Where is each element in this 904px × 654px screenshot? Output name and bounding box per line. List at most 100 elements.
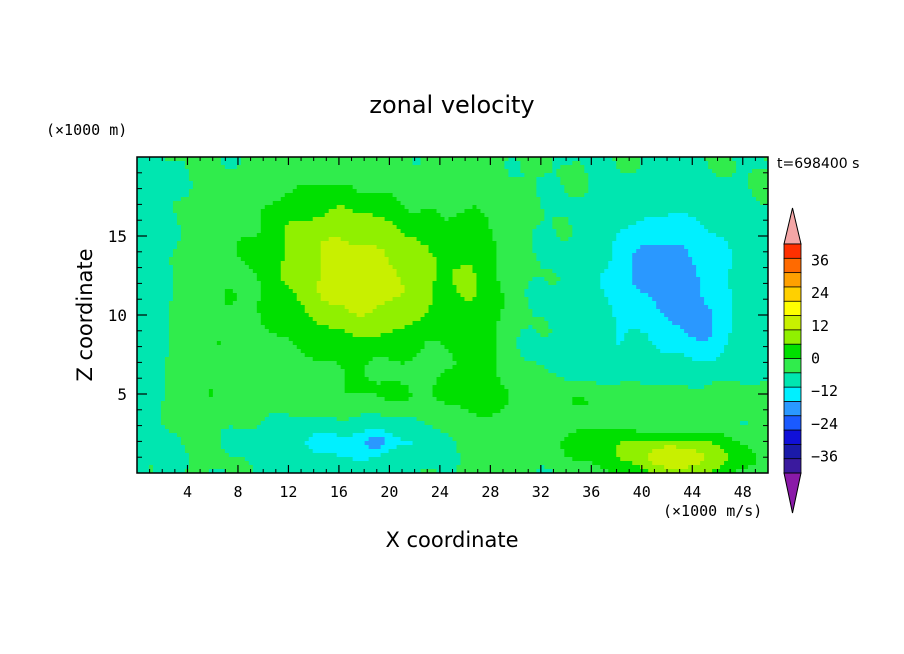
field-cell [364,209,370,214]
field-cell [708,225,713,230]
field-cell [312,173,318,178]
field-cell [216,281,222,286]
field-cell [460,257,466,262]
field-cell [396,257,402,262]
field-cell [584,201,589,206]
field-cell [324,245,330,250]
field-cell [332,261,338,266]
field-cell [244,205,250,210]
field-cell [584,241,589,246]
field-cell [488,281,494,286]
field-cell [624,273,629,278]
field-cell [288,229,294,234]
field-cell [304,245,310,250]
field-cell [196,201,202,206]
field-cell [596,269,601,274]
field-cell [188,205,194,210]
field-cell [672,233,677,238]
field-cell [192,237,198,242]
field-cell [672,157,677,162]
field-cell [464,189,470,194]
field-cell [564,165,569,170]
field-cell [344,173,350,178]
field-cell [536,165,541,170]
field-cell [444,269,450,274]
field-cell [496,229,502,234]
field-cell [376,173,382,178]
field-cell [260,189,266,194]
field-cell [180,217,186,222]
field-cell [508,157,513,162]
field-cell [712,249,717,254]
field-cell [364,229,370,234]
field-cell [592,173,597,178]
field-cell [408,261,414,266]
field-cell [336,273,342,278]
field-cell [452,265,458,270]
field-cell [548,217,553,222]
field-cell [600,181,605,186]
field-cell [668,261,673,266]
field-cell [236,217,242,222]
field-cell [160,245,166,250]
field-cell [600,277,605,282]
field-cell [680,229,685,234]
field-cell [220,257,226,262]
field-cell [276,181,282,186]
field-cell [220,213,226,218]
field-cell [344,217,350,222]
field-cell [404,161,410,166]
field-cell [200,173,206,178]
field-cell [184,257,190,262]
field-cell [660,157,665,162]
field-cell [196,193,202,198]
field-cell [356,249,362,254]
field-cell [732,181,737,186]
field-cell [480,201,486,206]
field-cell [472,221,478,226]
field-cell [180,197,186,202]
field-cell [764,169,768,174]
field-cell [648,233,653,238]
field-cell [468,257,474,262]
field-cell [356,169,362,174]
field-cell [196,205,202,210]
field-cell [144,181,150,186]
field-cell [764,233,768,238]
field-cell [688,197,693,202]
field-cell [276,221,282,226]
field-cell [700,181,705,186]
field-cell [732,229,737,234]
field-cell [712,157,717,162]
field-cell [744,265,749,270]
field-cell [424,173,430,178]
field-cell [736,261,741,266]
field-cell [236,157,242,162]
field-cell [180,265,186,270]
field-cell [500,241,506,246]
field-cell [456,281,462,286]
field-cell [252,217,258,222]
field-cell [324,277,330,282]
field-cell [408,277,414,282]
field-cell [724,277,729,282]
field-cell [732,221,737,226]
field-cell [512,221,517,226]
field-cell [476,229,482,234]
field-cell [356,181,362,186]
field-cell [736,217,741,222]
field-cell [144,157,150,162]
field-cell [168,281,174,286]
field-cell [204,209,210,214]
field-cell [616,185,621,190]
field-cell [588,269,593,274]
field-cell [652,237,657,242]
field-cell [716,177,721,182]
field-cell [200,273,206,278]
field-cell [464,221,470,226]
field-cell [208,193,214,198]
field-cell [624,177,629,182]
field-cell [676,205,681,210]
field-cell [428,225,434,230]
field-cell [156,189,162,194]
